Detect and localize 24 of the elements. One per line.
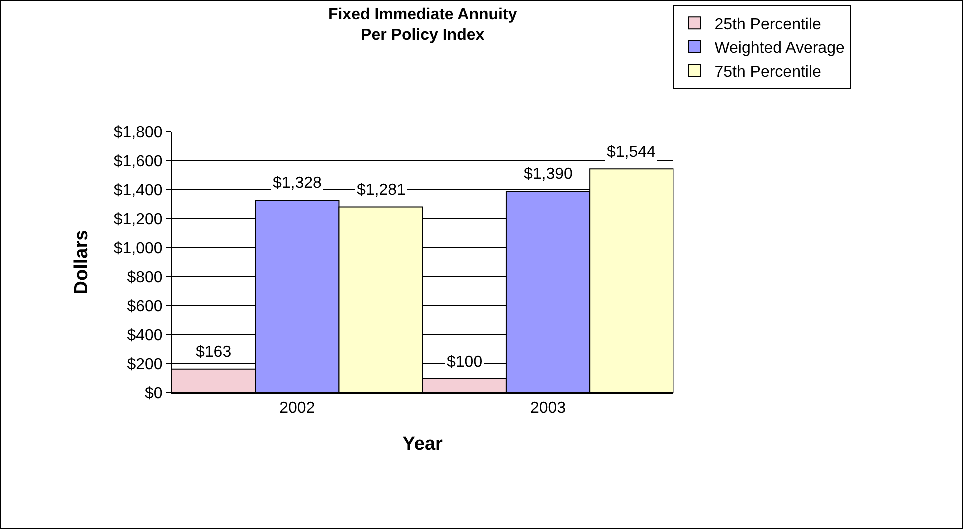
y-tick-label: $1,000	[114, 240, 163, 258]
data-label: $1,544	[607, 144, 656, 161]
y-tick-label: $1,400	[114, 182, 163, 200]
data-label: $163	[196, 344, 232, 361]
y-tick-label: $400	[127, 328, 163, 345]
legend-label: 75th Percentile	[714, 64, 822, 81]
data-label: $1,328	[273, 175, 322, 192]
y-tick-label: $1,200	[114, 212, 163, 229]
chart-title: Fixed Immediate Annuity Per Policy Index	[328, 6, 518, 44]
x-axis-title: Year	[402, 434, 444, 455]
x-tick-label: 2003	[530, 400, 566, 418]
y-tick-label: $800	[127, 270, 163, 287]
y-tick-label: $1,600	[114, 154, 163, 171]
y-tick-label: $1,800	[114, 124, 163, 142]
y-axis-title: Dollars	[72, 230, 93, 295]
y-tick-label: $200	[127, 356, 163, 374]
x-tick-label: 2002	[280, 400, 316, 418]
legend-label: 25th Percentile	[714, 16, 822, 34]
data-label: $1,390	[524, 166, 574, 183]
y-tick-label: $0	[145, 386, 163, 403]
y-tick-label: $600	[127, 298, 163, 316]
legend-label: Weighted Average	[714, 40, 845, 58]
data-label: $100	[447, 354, 483, 371]
data-label: $1,281	[357, 182, 406, 199]
